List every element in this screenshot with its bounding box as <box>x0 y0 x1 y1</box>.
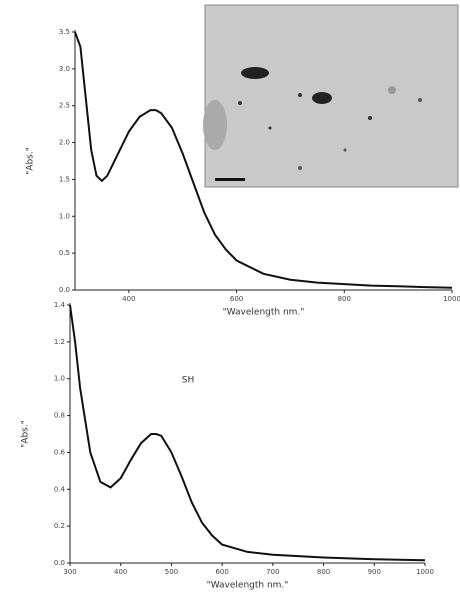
tem-inset <box>203 4 459 188</box>
y-tick-label: 0.2 <box>54 522 65 530</box>
y-tick-label: 0.5 <box>59 249 70 257</box>
y-tick-label: 1.2 <box>54 338 65 346</box>
annotation: SH <box>182 376 194 386</box>
y-tick-label: 3.5 <box>59 28 70 36</box>
x-tick-label: 900 <box>368 568 381 576</box>
x-axis-label: "Wavelength nm." <box>207 581 289 591</box>
x-tick-label: 1000 <box>416 568 434 576</box>
y-tick-label: 1.5 <box>59 175 70 183</box>
x-tick-label: 300 <box>63 568 76 576</box>
y-tick-label: 0.0 <box>59 286 70 294</box>
y-tick-label: 0.4 <box>54 485 66 493</box>
y-axis-label: "Abs." <box>26 147 36 175</box>
x-tick-label: 600 <box>215 568 228 576</box>
y-tick-label: 1.0 <box>59 212 70 220</box>
y-tick-label: 3.0 <box>59 65 70 73</box>
x-tick-label: 600 <box>230 295 243 303</box>
x-tick-label: 1000 <box>443 295 460 303</box>
spectrum-line <box>74 31 453 289</box>
x-tick-label: 800 <box>317 568 330 576</box>
y-tick-label: 2.5 <box>59 102 70 110</box>
x-tick-label: 500 <box>165 568 178 576</box>
y-tick-label: 0.8 <box>54 412 65 420</box>
x-tick-label: 400 <box>122 295 135 303</box>
y-tick-label: 2.0 <box>59 139 70 147</box>
spectrum-line <box>69 304 426 562</box>
x-axis-label: "Wavelength nm." <box>223 308 305 318</box>
x-tick-label: 800 <box>338 295 351 303</box>
y-axis-label: "Abs." <box>21 420 31 448</box>
y-tick-label: 0.0 <box>54 559 65 567</box>
x-tick-label: 700 <box>266 568 279 576</box>
y-tick-label: 0.6 <box>54 448 66 456</box>
y-tick-label: 1.0 <box>54 375 65 383</box>
x-tick-label: 400 <box>114 568 127 576</box>
y-tick-label: 1.4 <box>54 301 66 309</box>
